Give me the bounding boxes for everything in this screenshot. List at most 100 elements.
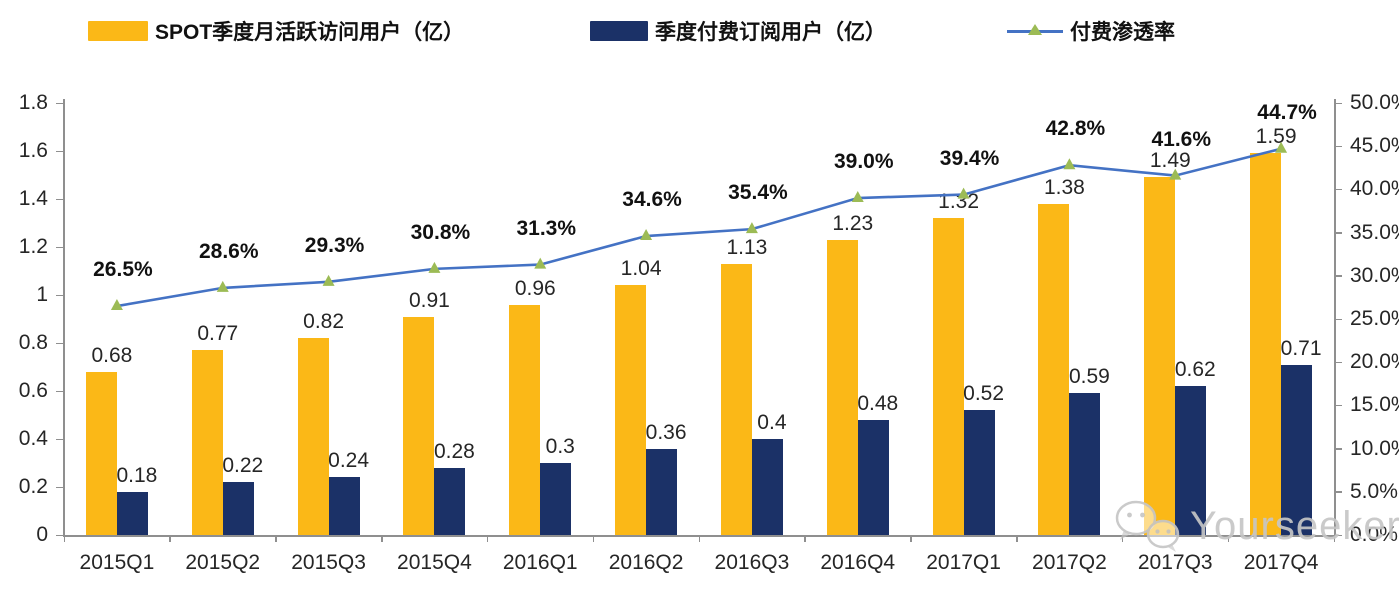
legend-item-subscribers: 季度付费订阅用户（亿） [590,16,886,46]
legend-item-penetration: 付费渗透率 [1007,16,1175,46]
subscriber-bar-label: 0.36 [645,420,687,444]
triangle-marker [322,274,335,286]
mau-bar-label: 1.13 [726,235,768,259]
left-axis-tick-label: 1.8 [18,91,48,114]
x-axis-tick [63,535,65,542]
subscriber-bar [222,482,254,535]
subscriber-bar [1069,393,1101,535]
subscriber-bar [434,467,466,535]
triangle-marker [1275,141,1288,153]
penetration-label: 44.7% [1257,100,1317,124]
penetration-line-path [116,147,1282,308]
mau-bar [1250,153,1282,535]
triangle-marker [110,299,123,311]
subscriber-bar-label: 0.28 [433,439,475,463]
right-axis-tick [1334,448,1342,450]
x-axis-tick [1121,535,1124,542]
mau-bar-label: 0.82 [303,310,345,334]
subscriber-bar-label: 0.71 [1280,336,1322,360]
left-axis-tick [56,198,64,200]
penetration-label: 39.4% [939,146,1000,170]
subscriber-bar [751,439,783,535]
left-axis-tick-label: 0 [36,523,48,546]
x-axis-label: 2016Q3 [714,551,790,574]
subscriber-bar-label: 0.59 [1068,365,1110,389]
right-axis-tick [1334,534,1342,536]
x-axis-tick [910,535,912,542]
penetration-label: 26.5% [93,258,153,282]
subscriber-bar [646,448,678,535]
x-axis-tick [169,535,171,542]
right-axis-tick [1334,491,1342,493]
subscriber-bar [857,419,889,535]
triangle-marker [957,187,970,199]
left-axis-tick [56,246,64,248]
triangle-marker [534,257,547,269]
left-axis-tick-label: 0.2 [18,475,48,498]
mau-bar [85,371,117,535]
left-axis-tick [56,534,64,536]
x-axis-label: 2015Q4 [397,551,472,574]
x-axis-label: 2017Q4 [1243,551,1319,574]
plot-area: 0.68 0.18 26.5% 0.77 0.22 28.6% 0.82 0.24 29.3% 0… [56,99,1342,542]
subscriber-bar-label: 0.22 [222,454,264,478]
mau-bar [615,285,647,535]
subscriber-bar [116,491,148,535]
mau-bar-label: 0.91 [408,288,450,312]
x-axis-tick [1227,535,1230,542]
penetration-label: 29.3% [304,233,365,257]
x-axis-label: 2016Q4 [820,551,896,574]
mau-bar [826,239,858,535]
x-axis-label: 2017Q3 [1137,551,1213,574]
right-axis-tick-label: 40.0% [1350,177,1399,201]
x-axis-tick [804,535,806,542]
left-axis-tick [56,486,64,488]
right-axis-tick [1334,361,1342,364]
subscribers-legend-label: 季度付费订阅用户（亿） [655,21,886,44]
mau-bar-label: 0.77 [197,322,239,346]
left-axis-line [63,99,65,535]
penetration-label: 30.8% [410,220,471,244]
x-axis-label: 2016Q1 [502,551,578,574]
right-axis-line [1334,99,1336,535]
mau-bar [297,338,329,535]
penetration-label: 42.8% [1045,117,1106,141]
right-axis-tick-label: 50.0% [1350,91,1399,114]
left-axis-tick-label: 1.4 [18,187,48,210]
left-axis-tick [56,438,64,440]
subscriber-bar-label: 0.62 [1174,358,1216,382]
left-axis-tick [56,102,64,104]
wechat-icon [1115,500,1180,552]
right-axis-tick-label: 25.0% [1350,307,1399,330]
mau-bar-label: 0.68 [91,343,133,367]
x-axis-label: 2016Q2 [608,551,684,574]
right-axis-tick [1334,318,1342,320]
triangle-marker [428,261,441,273]
subscriber-bar-label: 0.18 [116,463,158,487]
right-axis-tick-label: 35.0% [1350,220,1399,244]
left-axis-tick-label: 0.4 [18,427,48,450]
x-axis-label: 2017Q2 [1032,551,1107,574]
penetration-label: 31.3% [516,216,577,240]
subscriber-bar [328,477,360,535]
x-axis-label: 2015Q1 [79,551,155,574]
x-axis-label: 2017Q1 [926,551,1001,574]
watermark: Yourseeker [1112,496,1399,556]
triangle-marker [745,222,758,234]
left-axis-tick [56,150,64,152]
x-axis-tick [1333,535,1335,542]
penetration-legend-swatch [1007,21,1063,41]
mau-bar [509,304,541,535]
penetration-label: 28.6% [198,239,259,263]
triangle-marker [851,191,864,203]
right-axis-tick [1334,188,1342,191]
penetration-legend-label: 付费渗透率 [1070,21,1175,44]
subscribers-legend-swatch [590,21,648,41]
x-axis-tick [275,535,277,542]
mau-bar [720,263,752,535]
mau-bar-label: 1.23 [832,211,874,235]
penetration-label: 41.6% [1151,127,1212,151]
right-axis-tick [1334,102,1342,104]
left-axis-tick-label: 1 [36,283,48,306]
left-axis-tick-label: 1.2 [18,235,48,258]
